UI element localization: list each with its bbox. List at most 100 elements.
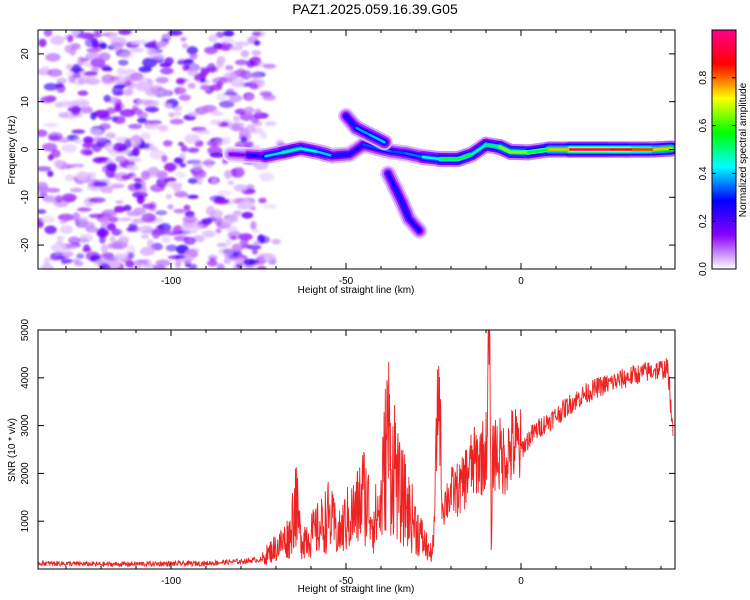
noise-blob: [180, 36, 187, 42]
noise-blob: [137, 117, 148, 124]
noise-blob: [186, 159, 202, 165]
noise-blob: [113, 253, 126, 261]
noise-blob: [62, 251, 75, 257]
noise-blob: [183, 204, 191, 211]
noise-blob: [244, 141, 254, 148]
noise-blob: [230, 45, 244, 51]
noise-blob: [155, 210, 168, 216]
noise-blob: [98, 42, 107, 50]
noise-blob: [117, 236, 130, 245]
snr-x-label: Height of straight line (km): [298, 584, 415, 595]
noise-blob: [76, 207, 92, 212]
noise-blob: [178, 94, 191, 101]
noise-blob: [144, 123, 160, 130]
noise-blob: [100, 220, 110, 225]
noise-blob: [56, 77, 67, 84]
noise-blob: [109, 236, 116, 243]
noise-blob: [216, 59, 224, 69]
snr-x-tick-label: 0: [518, 576, 524, 587]
noise-blob: [140, 170, 151, 180]
noise-blob: [175, 78, 186, 85]
noise-blob: [133, 177, 143, 183]
noise-blob: [241, 244, 253, 249]
upper-branch-segment: [344, 114, 358, 130]
noise-blob: [251, 228, 261, 234]
noise-blob: [126, 210, 142, 217]
main-ridge-segment: [390, 150, 407, 155]
main-ridge-segment: [484, 143, 502, 149]
lower-branch-segment: [386, 172, 397, 189]
noise-blob: [212, 77, 229, 85]
snr-y-tick-label: 5000: [20, 318, 31, 341]
noise-blob: [209, 152, 225, 158]
snr-frame: [37, 329, 676, 570]
colorbar-tick-label: 0.2: [698, 214, 709, 228]
noise-blob: [233, 41, 250, 47]
noise-blob: [215, 228, 222, 234]
noise-blob: [225, 225, 239, 232]
noise-blob: [263, 253, 277, 263]
noise-blob: [244, 106, 255, 115]
noise-blob: [141, 234, 150, 239]
noise-blob: [99, 253, 115, 259]
noise-blob: [141, 213, 156, 223]
noise-blob: [64, 44, 73, 54]
noise-blob: [215, 31, 225, 38]
noise-blob: [154, 217, 164, 223]
noise-blob: [194, 129, 211, 135]
noise-blob: [250, 117, 260, 124]
noise-blob: [240, 50, 250, 58]
noise-blob: [231, 243, 244, 252]
noise-blob: [177, 141, 185, 147]
noise-blob: [174, 190, 188, 198]
noise-blob: [243, 258, 256, 266]
noise-blob: [126, 164, 139, 172]
noise-blob: [224, 169, 232, 179]
noise-blob: [85, 78, 100, 85]
noise-blob: [38, 38, 47, 48]
spectrogram-y-tick-label: -20: [20, 237, 31, 252]
noise-blob: [202, 104, 217, 113]
noise-blob: [75, 171, 89, 181]
noise-blob: [129, 108, 143, 115]
noise-blob: [38, 166, 52, 172]
noise-blob: [209, 195, 226, 202]
noise-blob: [67, 34, 74, 43]
noise-blob: [90, 65, 99, 74]
colorbar-tick-label: 0.6: [698, 118, 709, 132]
noise-blob: [206, 63, 217, 73]
noise-blob: [169, 118, 184, 125]
noise-blob: [55, 82, 64, 88]
noise-blob: [254, 108, 262, 116]
snr-series-line: [38, 330, 674, 568]
snr-y-tick-label: 2000: [20, 462, 31, 485]
noise-blob: [139, 142, 151, 149]
noise-blob: [123, 88, 134, 96]
noise-blob: [74, 260, 84, 267]
noise-blob: [46, 187, 61, 193]
noise-blob: [59, 219, 68, 224]
noise-blob: [99, 114, 112, 121]
noise-blob: [47, 132, 64, 141]
noise-blob: [223, 72, 238, 81]
noise-blob: [105, 132, 116, 139]
spectrogram-y-tick-label: 0: [20, 146, 31, 152]
noise-blob: [50, 35, 65, 46]
noise-blob: [186, 229, 198, 234]
noise-blob: [167, 204, 174, 210]
noise-blob: [232, 126, 245, 131]
noise-blob: [110, 42, 125, 48]
noise-blob: [161, 155, 168, 163]
noise-blob: [233, 115, 241, 122]
noise-blob: [88, 213, 105, 219]
noise-blob: [173, 208, 186, 214]
noise-blob: [127, 157, 142, 162]
main-ridge-segment: [509, 150, 530, 154]
noise-blob: [216, 93, 227, 101]
noise-blob: [238, 199, 253, 210]
colorbar-tick-label: 0.4: [698, 166, 709, 180]
main-ridge-segment: [264, 151, 285, 158]
noise-blob: [223, 257, 232, 265]
noise-blob: [240, 136, 248, 143]
